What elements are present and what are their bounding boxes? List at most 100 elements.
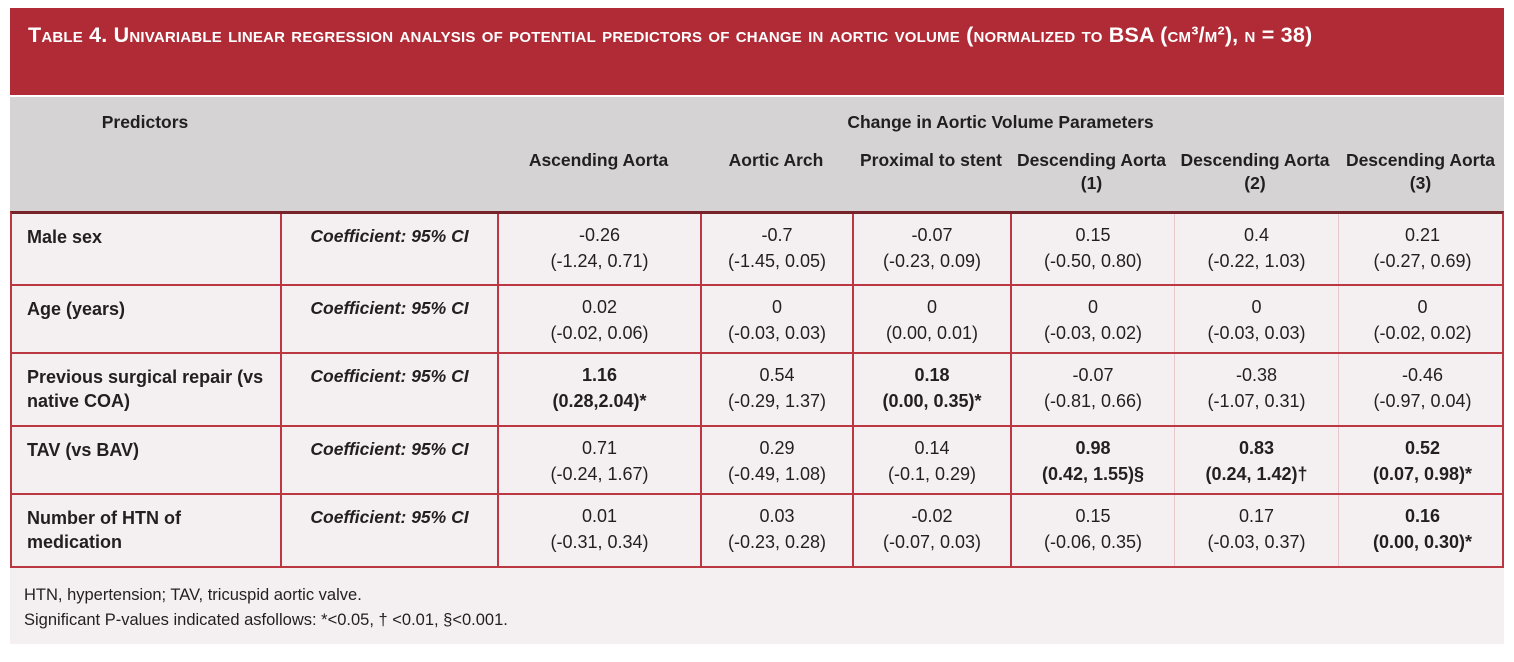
coefficient-value: 0 xyxy=(1087,297,1098,317)
footnote-significance: Significant P-values indicated asfollows… xyxy=(24,611,508,629)
ci-value: (-0.06, 0.35) xyxy=(1043,532,1143,552)
table-header: Predictors Change in Aortic Volume Param… xyxy=(10,97,1504,211)
ci-value: (-0.24, 1.67) xyxy=(550,464,649,484)
data-cell: -0.7 (-1.45, 0.05) xyxy=(702,214,854,284)
measure-label: Coefficient: 95% CI xyxy=(282,214,499,284)
ci-value: (-0.97, 0.04) xyxy=(1373,391,1472,411)
data-cell: 0.52 (0.07, 0.98)* xyxy=(1339,427,1506,493)
predictor-label: Number of HTN of medication xyxy=(12,495,282,566)
ci-value: (-0.07, 0.03) xyxy=(882,532,982,552)
column-header-descending-aorta-3: Descending Aorta (3) xyxy=(1345,150,1496,193)
ci-value: (-0.03, 0.03) xyxy=(1207,323,1306,343)
data-cell: -0.02 (-0.07, 0.03) xyxy=(854,495,1012,566)
coefficient-value: 0.16 xyxy=(1404,506,1441,526)
ci-value: (-0.02, 0.06) xyxy=(550,323,649,343)
coefficient-value: 0.71 xyxy=(581,438,618,458)
data-cell: 0.17 (-0.03, 0.37) xyxy=(1175,495,1339,566)
ci-value: (-0.23, 0.09) xyxy=(882,251,982,271)
column-header-proximal-to-stent: Proximal to stent xyxy=(860,150,1002,170)
ci-value: (-1.45, 0.05) xyxy=(727,251,827,271)
ci-value: (0.00, 0.01) xyxy=(885,323,979,343)
coefficient-value: -0.46 xyxy=(1401,365,1444,385)
ci-value: (-0.81, 0.66) xyxy=(1043,391,1143,411)
measure-label: Coefficient: 95% CI xyxy=(282,427,499,493)
table-row-htn-medication: Number of HTN of medication Coefficient:… xyxy=(12,493,1502,566)
ci-value: (-0.03, 0.37) xyxy=(1207,532,1306,552)
coefficient-value: 0.02 xyxy=(581,297,618,317)
table-footnotes: HTN, hypertension; TAV, tricuspid aortic… xyxy=(10,568,1504,644)
measure-label: Coefficient: 95% CI xyxy=(282,354,499,425)
ci-value: (-0.29, 1.37) xyxy=(727,391,827,411)
ci-value: (-0.03, 0.02) xyxy=(1043,323,1143,343)
data-cell: 0.03 (-0.23, 0.28) xyxy=(702,495,854,566)
coefficient-value: 1.16 xyxy=(581,365,618,385)
column-header-predictors: Predictors xyxy=(101,112,189,132)
ci-value: (-0.03, 0.03) xyxy=(727,323,827,343)
coefficient-value: -0.38 xyxy=(1235,365,1278,385)
data-cell: 0 (0.00, 0.01) xyxy=(854,286,1012,352)
column-header-ascending-aorta: Ascending Aorta xyxy=(528,150,669,170)
group-header-aortic-volume: Change in Aortic Volume Parameters xyxy=(847,112,1154,132)
regression-table: Table 4. Univariable linear regression a… xyxy=(10,8,1504,644)
table-row-tav: TAV (vs BAV) Coefficient: 95% CI 0.71 (-… xyxy=(12,425,1502,493)
coefficient-value: 0 xyxy=(1417,297,1428,317)
ci-value: (0.42, 1.55)§ xyxy=(1041,464,1145,484)
data-cell: -0.26 (-1.24, 0.71) xyxy=(499,214,702,284)
data-cell: 0 (-0.03, 0.03) xyxy=(1175,286,1339,352)
ci-value: (-0.49, 1.08) xyxy=(727,464,827,484)
data-cell: 0.21 (-0.27, 0.69) xyxy=(1339,214,1506,284)
data-cell: 0.98 (0.42, 1.55)§ xyxy=(1012,427,1175,493)
coefficient-value: 0.18 xyxy=(914,365,950,385)
ci-value: (0.00, 0.35)* xyxy=(882,391,982,411)
ci-value: (-0.02, 0.02) xyxy=(1373,323,1472,343)
data-cell: 0.18 (0.00, 0.35)* xyxy=(854,354,1012,425)
ci-value: (-1.07, 0.31) xyxy=(1207,391,1306,411)
coefficient-value: 0.83 xyxy=(1238,438,1275,458)
coefficient-value: 0.14 xyxy=(914,438,950,458)
coefficient-value: 0.01 xyxy=(581,506,618,526)
table-row-previous-surgical-repair: Previous surgical repair (vs native COA)… xyxy=(12,352,1502,425)
data-cell: 0 (-0.03, 0.02) xyxy=(1012,286,1175,352)
coefficient-value: 0.4 xyxy=(1243,225,1270,245)
data-cell: 0 (-0.02, 0.02) xyxy=(1339,286,1506,352)
data-cell: 0.15 (-0.50, 0.80) xyxy=(1012,214,1175,284)
data-cell: 0.83 (0.24, 1.42)† xyxy=(1175,427,1339,493)
column-header-descending-aorta-2: Descending Aorta (2) xyxy=(1180,150,1330,193)
table-row-age: Age (years) Coefficient: 95% CI 0.02 (-0… xyxy=(12,284,1502,352)
column-header-descending-aorta-1: Descending Aorta (1) xyxy=(1016,150,1167,193)
coefficient-value: 0.29 xyxy=(759,438,795,458)
ci-value: (-0.23, 0.28) xyxy=(727,532,827,552)
predictor-label: Male sex xyxy=(12,214,282,284)
ci-value: (-0.22, 1.03) xyxy=(1207,251,1306,271)
data-cell: 0.15 (-0.06, 0.35) xyxy=(1012,495,1175,566)
column-header-aortic-arch: Aortic Arch xyxy=(728,150,824,170)
data-cell: 1.16 (0.28,2.04)* xyxy=(499,354,702,425)
coefficient-value: 0.15 xyxy=(1075,506,1111,526)
ci-value: (-0.1, 0.29) xyxy=(887,464,977,484)
data-cell: 0 (-0.03, 0.03) xyxy=(702,286,854,352)
data-cell: 0.29 (-0.49, 1.08) xyxy=(702,427,854,493)
data-cell: 0.01 (-0.31, 0.34) xyxy=(499,495,702,566)
predictor-label: Previous surgical repair (vs native COA) xyxy=(12,354,282,425)
coefficient-value: 0.52 xyxy=(1404,438,1441,458)
data-cell: -0.07 (-0.23, 0.09) xyxy=(854,214,1012,284)
ci-value: (-0.27, 0.69) xyxy=(1373,251,1472,271)
coefficient-value: -0.26 xyxy=(578,225,621,245)
measure-label: Coefficient: 95% CI xyxy=(282,495,499,566)
data-cell: 0.54 (-0.29, 1.37) xyxy=(702,354,854,425)
ci-value: (-0.50, 0.80) xyxy=(1043,251,1143,271)
data-cell: 0.71 (-0.24, 1.67) xyxy=(499,427,702,493)
table-body: Male sex Coefficient: 95% CI -0.26 (-1.2… xyxy=(10,211,1504,568)
data-cell: 0.14 (-0.1, 0.29) xyxy=(854,427,1012,493)
title-header-gap xyxy=(10,95,1504,97)
coefficient-value: 0.17 xyxy=(1238,506,1275,526)
coefficient-value: 0.15 xyxy=(1075,225,1111,245)
ci-value: (0.28,2.04)* xyxy=(552,391,647,411)
data-cell: -0.46 (-0.97, 0.04) xyxy=(1339,354,1506,425)
ci-value: (0.00, 0.30)* xyxy=(1372,532,1473,552)
table-row-male-sex: Male sex Coefficient: 95% CI -0.26 (-1.2… xyxy=(12,214,1502,284)
table-title: Table 4. Univariable linear regression a… xyxy=(10,8,1504,95)
measure-label: Coefficient: 95% CI xyxy=(282,286,499,352)
coefficient-value: -0.07 xyxy=(911,225,953,245)
